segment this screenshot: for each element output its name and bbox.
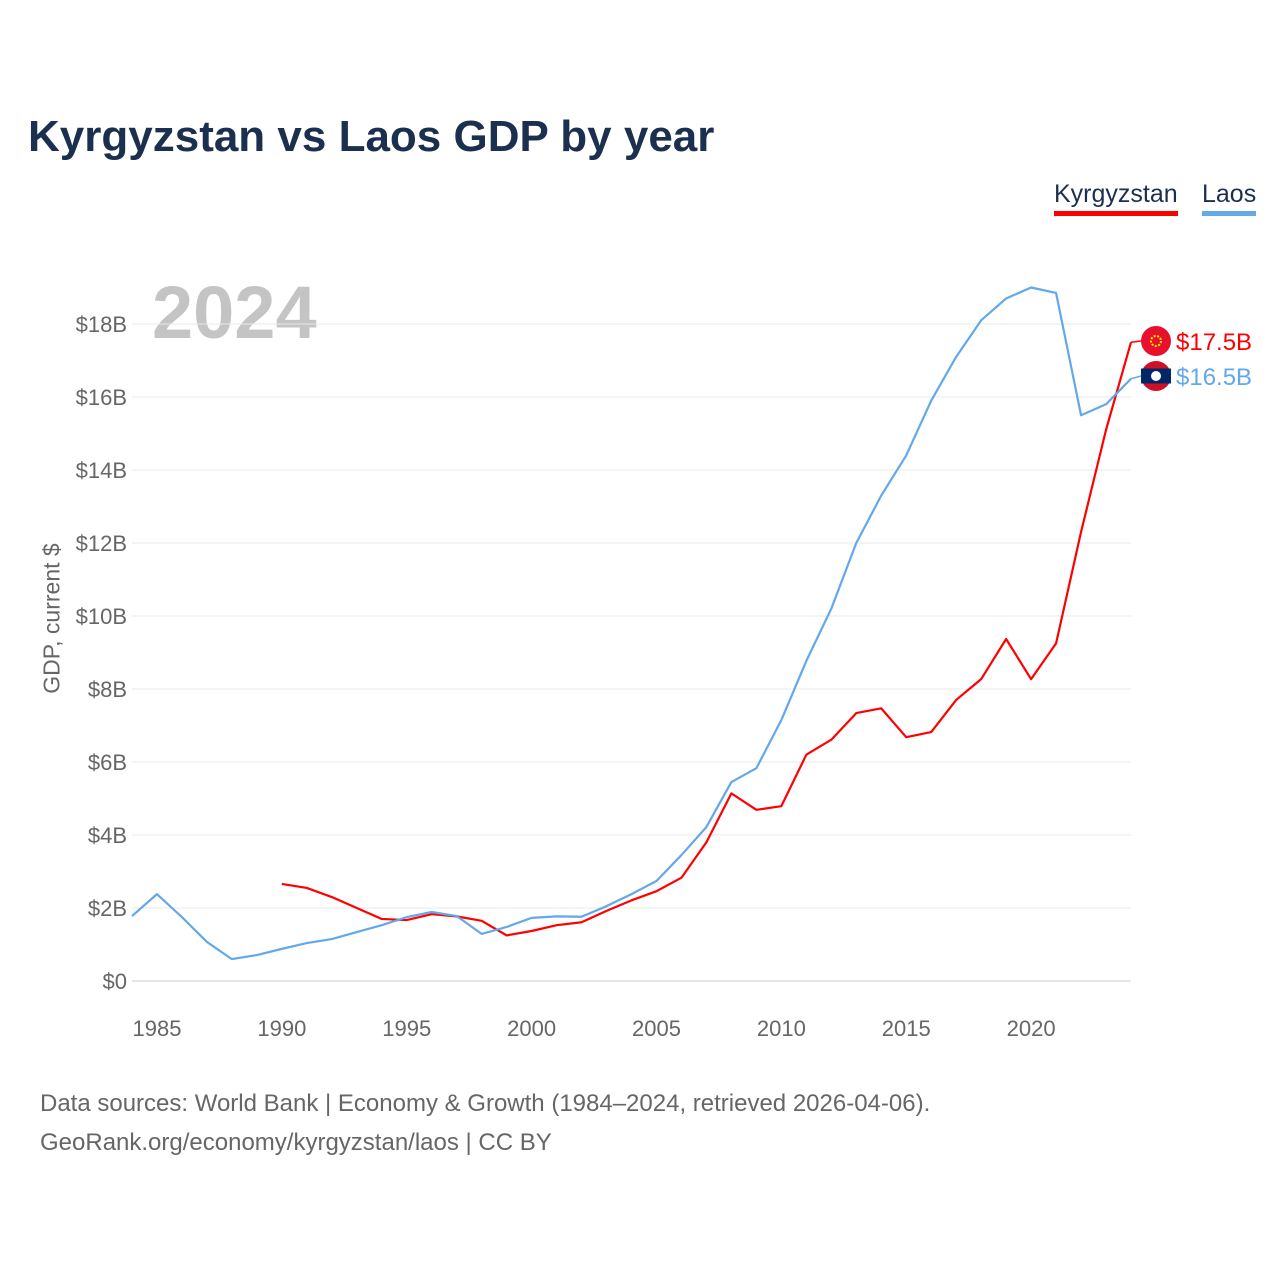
- y-tick-label: $18B: [76, 312, 127, 337]
- x-tick-label: 1990: [257, 1016, 306, 1041]
- legend-kyrgyzstan[interactable]: Kyrgyzstan: [1054, 180, 1178, 216]
- series-line-kyrgyzstan: [281, 341, 1133, 937]
- source-note: Data sources: World Bank | Economy & Gro…: [40, 1084, 930, 1162]
- end-value-label-laos: $16.5B: [1176, 364, 1252, 391]
- chart-title: Kyrgyzstan vs Laos GDP by year: [28, 112, 715, 161]
- x-tick-label: 1985: [132, 1016, 181, 1041]
- y-tick-label: $0: [103, 969, 127, 994]
- x-tick-label: 2015: [882, 1016, 931, 1041]
- y-tick-label: $4B: [88, 823, 127, 848]
- year-watermark: 2024: [152, 271, 317, 354]
- y-tick-label: $8B: [88, 677, 127, 702]
- y-tick-label: $6B: [88, 750, 127, 775]
- x-tick-label: 2010: [757, 1016, 806, 1041]
- source-line-2[interactable]: GeoRank.org/economy/kyrgyzstan/laos | CC…: [40, 1129, 552, 1156]
- x-tick-label: 1995: [382, 1016, 431, 1041]
- source-line-1: Data sources: World Bank | Economy & Gro…: [40, 1090, 931, 1117]
- x-tick-label: 2000: [507, 1016, 556, 1041]
- flag-moon: [1151, 371, 1161, 381]
- label-connector: [1130, 340, 1142, 343]
- kyrgyzstan-flag-icon: [1141, 326, 1171, 356]
- series-line-laos: [131, 286, 1132, 961]
- x-tick-label: 2020: [1007, 1016, 1056, 1041]
- label-connector: [1130, 375, 1142, 380]
- x-tick-label: 2005: [632, 1016, 681, 1041]
- end-value-label-kyrgyzstan: $17.5B: [1176, 329, 1252, 356]
- flag-sun-icon: [1150, 335, 1162, 347]
- y-tick-label: $12B: [76, 531, 127, 556]
- y-tick-label: $14B: [76, 458, 127, 483]
- y-tick-label: $2B: [88, 896, 127, 921]
- legend-laos[interactable]: Laos: [1202, 180, 1257, 216]
- y-tick-label: $10B: [76, 604, 127, 629]
- y-tick-label: $16B: [76, 385, 127, 410]
